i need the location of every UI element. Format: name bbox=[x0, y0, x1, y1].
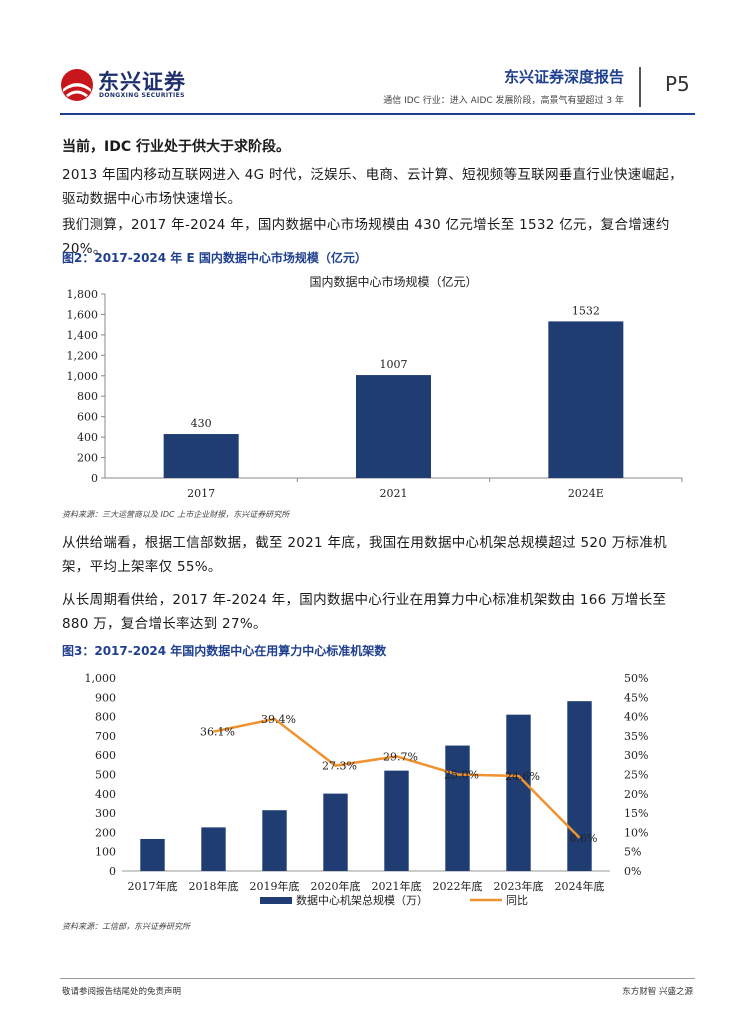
chart2-yoy-label: 24.6% bbox=[505, 770, 540, 783]
chart2-legend-bar-swatch bbox=[260, 897, 292, 904]
chart2-x-tick-label: 2018年底 bbox=[189, 879, 239, 893]
chart2-y-tick-label: 300 bbox=[95, 807, 116, 820]
chart2-y2-tick-label: 20% bbox=[624, 788, 648, 801]
chart1-title: 国内数据中心市场规模（亿元） bbox=[309, 274, 477, 289]
chart2-bar bbox=[384, 770, 409, 871]
figure-2-title: 图2：2017-2024 年 E 国内数据中心市场规模（亿元） bbox=[62, 251, 367, 265]
page-number: P5 bbox=[665, 72, 690, 96]
chart2-bar bbox=[445, 745, 470, 871]
chart2-y-tick-label: 800 bbox=[95, 711, 116, 724]
figure-3-source: 资料来源：工信部，东兴证券研究所 bbox=[62, 922, 190, 931]
chart2-yoy-label: 29.7% bbox=[383, 750, 418, 763]
footer-slogan: 东方财智 兴盛之源 bbox=[622, 987, 693, 997]
report-title: 东兴证券深度报告 bbox=[503, 68, 624, 86]
chart2-y2-tick-label: 15% bbox=[624, 807, 648, 820]
chart2-x-tick-label: 2017年底 bbox=[128, 879, 178, 893]
chart1-y-tick-label: 800 bbox=[77, 390, 98, 403]
chart2-yoy-label: 27.3% bbox=[322, 760, 357, 773]
chart2-y-tick-label: 500 bbox=[95, 769, 116, 782]
figure-3-title: 图3：2017-2024 年国内数据中心在用算力中心标准机架数 bbox=[62, 644, 387, 658]
report-subtitle: 通信 IDC 行业：进入 AIDC 发展阶段，高景气有望超过 3 年 bbox=[383, 96, 624, 106]
lead-sentence: 当前，IDC 行业处于供大于求阶段。 bbox=[62, 139, 290, 155]
chart2-y-tick-label: 900 bbox=[95, 691, 116, 704]
chart2-legend-bar-label: 数据中心机架总规模（万） bbox=[296, 893, 428, 907]
chart2-x-tick-label: 2019年底 bbox=[250, 879, 300, 893]
chart1-data-label: 1532 bbox=[572, 304, 600, 317]
chart2-bar bbox=[567, 701, 592, 871]
chart2-y-tick-label: 1,000 bbox=[85, 672, 117, 685]
chart2-y-tick-label: 700 bbox=[95, 730, 116, 743]
chart2-yoy-label: 8.6% bbox=[570, 832, 598, 845]
chart1-y-tick-label: 200 bbox=[77, 452, 98, 465]
footer-rule bbox=[60, 978, 695, 979]
paragraph-4g: 2013 年国内移动互联网进入 4G 时代，泛娱乐、电商、云计算、短视频等互联网… bbox=[62, 167, 683, 207]
chart1-y-tick-label: 1,600 bbox=[67, 308, 99, 321]
chart2-y-tick-label: 100 bbox=[95, 846, 116, 859]
chart2-y-tick-label: 0 bbox=[109, 865, 116, 878]
logo-mark-icon bbox=[61, 69, 93, 101]
chart2-x-tick-label: 2023年底 bbox=[494, 879, 544, 893]
chart2-bar bbox=[506, 714, 531, 871]
chart-rack-count: 0 100 200 300 400 500 600 700 800 900 1,000 0% 5% 10%… bbox=[85, 672, 649, 907]
chart1-data-label: 430 bbox=[191, 417, 212, 430]
chart2-y2-tick-label: 35% bbox=[624, 730, 648, 743]
chart2-bar bbox=[323, 793, 348, 871]
chart1-x-tick-label: 2017 bbox=[187, 487, 215, 500]
chart2-y2-tick-label: 5% bbox=[624, 846, 641, 859]
chart2-yoy-label: 39.4% bbox=[261, 713, 296, 726]
chart2-y2-tick-label: 50% bbox=[624, 672, 648, 685]
chart2-yoy-line bbox=[213, 717, 581, 839]
header-rule bbox=[60, 113, 695, 115]
figure-2-source: 资料来源：三大运营商以及 IDC 上市企业财报，东兴证券研究所 bbox=[62, 510, 290, 519]
chart1-x-tick-label: 2021 bbox=[380, 487, 408, 500]
chart2-x-tick-label: 2024年底 bbox=[555, 879, 605, 893]
chart1-bar bbox=[355, 375, 432, 478]
chart1-y-tick-label: 1,800 bbox=[67, 288, 99, 301]
chart2-y2-tick-label: 40% bbox=[624, 711, 648, 724]
chart1-y-tick-label: 0 bbox=[91, 472, 98, 485]
chart2-y-tick-label: 600 bbox=[95, 749, 116, 762]
paragraph-supply-side: 从供给端看，根据工信部数据，截至 2021 年底，我国在用数据中心机架总规模超过… bbox=[62, 535, 667, 575]
chart2-bar bbox=[140, 838, 165, 871]
logo-subtext: DONGXING SECURITIES bbox=[99, 92, 185, 99]
chart2-y2-tick-label: 30% bbox=[624, 749, 648, 762]
chart1-y-tick-label: 1,200 bbox=[67, 349, 99, 362]
chart2-y-tick-label: 400 bbox=[95, 788, 116, 801]
chart2-y2-tick-label: 45% bbox=[624, 691, 648, 704]
chart2-y2-tick-label: 25% bbox=[624, 769, 648, 782]
chart1-y-tick-label: 1,000 bbox=[67, 370, 99, 383]
chart2-bar bbox=[262, 810, 287, 871]
chart2-y2-tick-label: 0% bbox=[624, 865, 641, 878]
chart1-y-tick-label: 600 bbox=[77, 411, 98, 424]
paragraph-long-cycle: 从长周期看供给，2017 年-2024 年，国内数据中心行业在用算力中心标准机架… bbox=[62, 592, 667, 632]
chart2-y-tick-label: 200 bbox=[95, 826, 116, 839]
chart2-x-tick-label: 2021年底 bbox=[372, 879, 422, 893]
logo-text: 东兴证券 bbox=[98, 70, 186, 94]
chart2-x-tick-label: 2022年底 bbox=[433, 879, 483, 893]
chart1-bar bbox=[163, 434, 239, 478]
chart1-x-tick-label: 2024E bbox=[568, 487, 604, 500]
chart1-y-tick-label: 1,400 bbox=[67, 329, 99, 342]
chart1-y-tick-label: 400 bbox=[77, 431, 98, 444]
chart1-bar bbox=[548, 321, 624, 478]
chart2-yoy-label: 36.1% bbox=[200, 726, 235, 739]
chart-market-size: 国内数据中心市场规模（亿元） 0 200 400 600 800 1,000 1,200 1,4… bbox=[67, 274, 683, 500]
chart2-bar bbox=[201, 827, 226, 871]
chart2-legend-line-label: 同比 bbox=[506, 894, 528, 907]
footer-disclaimer: 敬请参阅报告结尾处的免责声明 bbox=[62, 987, 182, 997]
chart2-x-tick-label: 2020年底 bbox=[311, 879, 361, 893]
paragraph-market-estimate: 我们测算，2017 年-2024 年，国内数据中心市场规模由 430 亿元增长至… bbox=[62, 217, 670, 257]
chart2-yoy-label: 25.0% bbox=[444, 769, 479, 782]
header-divider bbox=[639, 67, 641, 107]
chart2-y2-tick-label: 10% bbox=[624, 826, 648, 839]
chart1-data-label: 1007 bbox=[380, 358, 408, 371]
